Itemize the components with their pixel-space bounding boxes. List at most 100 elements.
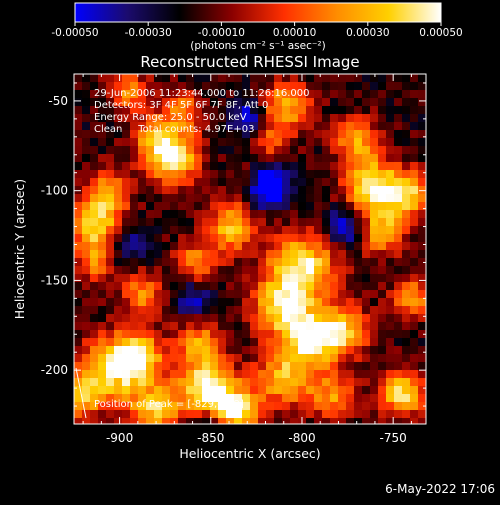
heatmap-cell — [114, 346, 122, 354]
heatmap-cell — [106, 138, 114, 146]
heatmap-cell — [114, 178, 122, 186]
heatmap-cell — [370, 386, 378, 394]
heatmap-cell — [418, 234, 426, 242]
heatmap-cell — [74, 186, 82, 194]
heatmap-cell — [306, 218, 314, 226]
heatmap-cell — [394, 122, 402, 130]
heatmap-cell — [346, 290, 354, 298]
plot-frame — [73, 73, 427, 425]
heatmap-cell — [210, 98, 218, 106]
heatmap-cell — [394, 74, 402, 82]
heatmap-cell — [186, 410, 194, 418]
heatmap-cell — [226, 330, 234, 338]
heatmap-cell — [298, 266, 306, 274]
heatmap-cell — [186, 306, 194, 314]
heatmap-cell — [234, 210, 242, 218]
heatmap-cell — [114, 162, 122, 170]
heatmap-cell — [298, 250, 306, 258]
heatmap-cell — [354, 114, 362, 122]
heatmap-cell — [274, 234, 282, 242]
heatmap-cell — [314, 258, 322, 266]
heatmap-cell — [146, 106, 154, 114]
heatmap-cell — [290, 146, 298, 154]
heatmap-cell — [74, 386, 82, 394]
heatmap-cell — [202, 250, 210, 258]
heatmap-cell — [114, 330, 122, 338]
heatmap-cell — [274, 106, 282, 114]
heatmap-cell — [322, 242, 330, 250]
heatmap-cell — [418, 146, 426, 154]
heatmap-cell — [194, 346, 202, 354]
heatmap-cell — [162, 410, 170, 418]
heatmap-cell — [402, 234, 410, 242]
heatmap-cell — [154, 250, 162, 258]
heatmap-cell — [170, 202, 178, 210]
heatmap-cell — [82, 154, 90, 162]
heatmap-cell — [266, 330, 274, 338]
heatmap-cell — [306, 170, 314, 178]
heatmap-cell — [170, 346, 178, 354]
heatmap-cell — [402, 290, 410, 298]
heatmap-cell — [290, 330, 298, 338]
heatmap-cell — [242, 162, 250, 170]
heatmap-cell — [386, 274, 394, 282]
heatmap-cell — [394, 226, 402, 234]
heatmap-cell — [138, 322, 146, 330]
heatmap-cell — [274, 210, 282, 218]
heatmap-cell — [98, 162, 106, 170]
heatmap-cell — [250, 402, 258, 410]
heatmap-cell — [322, 106, 330, 114]
heatmap-cell — [122, 298, 130, 306]
heatmap-cell — [338, 90, 346, 98]
heatmap-cell — [218, 114, 226, 122]
heatmap-cell — [362, 418, 370, 424]
heatmap-cell — [306, 282, 314, 290]
heatmap-cell — [314, 122, 322, 130]
heatmap-cell — [410, 90, 418, 98]
heatmap-cell — [210, 330, 218, 338]
heatmap-cell — [338, 186, 346, 194]
heatmap-cell — [154, 354, 162, 362]
heatmap-cell — [122, 226, 130, 234]
heatmap-cell — [114, 290, 122, 298]
heatmap-cell — [370, 394, 378, 402]
heatmap-cell — [186, 154, 194, 162]
heatmap-cell — [138, 274, 146, 282]
heatmap-cell — [346, 234, 354, 242]
heatmap-cell — [194, 130, 202, 138]
heatmap-cell — [154, 162, 162, 170]
heatmap-cell — [250, 234, 258, 242]
heatmap-cell — [138, 114, 146, 122]
heatmap-cell — [122, 154, 130, 162]
heatmap-cell — [218, 314, 226, 322]
heatmap-cell — [402, 186, 410, 194]
heatmap-cell — [234, 138, 242, 146]
heatmap-cell — [138, 410, 146, 418]
heatmap-cell — [82, 194, 90, 202]
heatmap-cell — [410, 394, 418, 402]
heatmap-cell — [210, 394, 218, 402]
heatmap-cell — [186, 170, 194, 178]
heatmap-cell — [186, 346, 194, 354]
heatmap-cell — [146, 218, 154, 226]
heatmap-cell — [290, 346, 298, 354]
heatmap-cell — [210, 218, 218, 226]
heatmap-cell — [114, 378, 122, 386]
heatmap-cell — [130, 314, 138, 322]
heatmap-cell — [74, 338, 82, 346]
heatmap-cell — [346, 346, 354, 354]
heatmap-cell — [226, 194, 234, 202]
heatmap-cell — [114, 370, 122, 378]
heatmap-cell — [282, 290, 290, 298]
heatmap-cell — [330, 370, 338, 378]
heatmap-cell — [202, 74, 210, 82]
heatmap-cell — [202, 290, 210, 298]
heatmap-cell — [130, 234, 138, 242]
heatmap-cell — [306, 370, 314, 378]
heatmap-cell — [418, 250, 426, 258]
heatmap-cell — [98, 82, 106, 90]
heatmap-cell — [130, 194, 138, 202]
heatmap-cell — [74, 106, 82, 114]
heatmap-cell — [154, 242, 162, 250]
heatmap-cell — [402, 258, 410, 266]
